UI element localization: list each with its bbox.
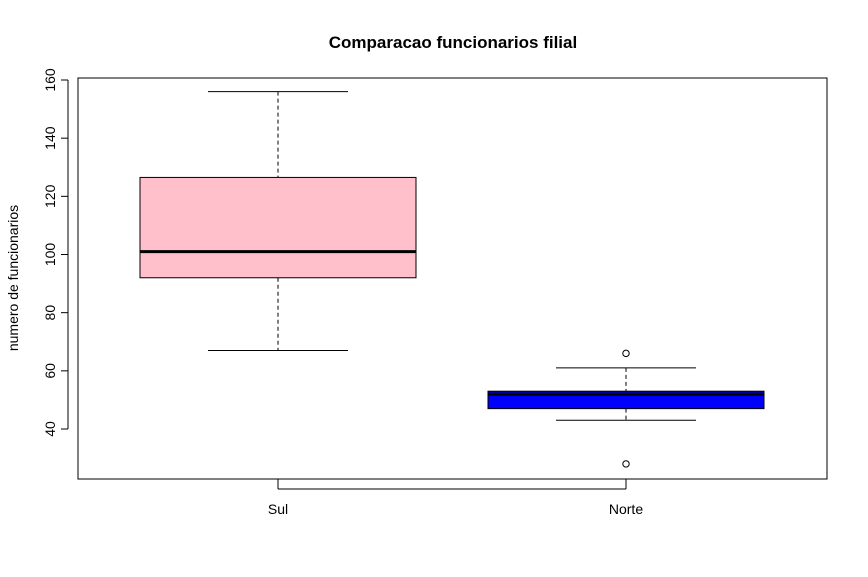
y-tick-label: 80	[42, 305, 58, 321]
x-axis: Sul Norte	[268, 479, 643, 517]
x-tick-label: Sul	[268, 501, 288, 517]
y-tick-label: 60	[42, 363, 58, 379]
outlier-point	[622, 460, 630, 468]
boxes	[139, 91, 765, 468]
y-axis-label: numero de funcionarios	[5, 205, 21, 351]
y-tick-label: 120	[42, 184, 58, 208]
outlier-point	[622, 349, 630, 358]
box-norte	[487, 349, 765, 468]
x-tick-label: Norte	[609, 501, 643, 517]
box-iqr	[139, 176, 417, 279]
chart-title: Comparacao funcionarios filial	[329, 33, 577, 52]
y-tick-label: 140	[42, 126, 58, 150]
y-axis: 40 60 80 100 120 140 160	[42, 68, 69, 437]
plot-frame	[77, 77, 828, 480]
y-tick-label: 40	[42, 421, 58, 437]
y-tick-label: 160	[42, 68, 58, 92]
y-tick-label: 100	[42, 243, 58, 267]
box-sul	[139, 91, 417, 351]
